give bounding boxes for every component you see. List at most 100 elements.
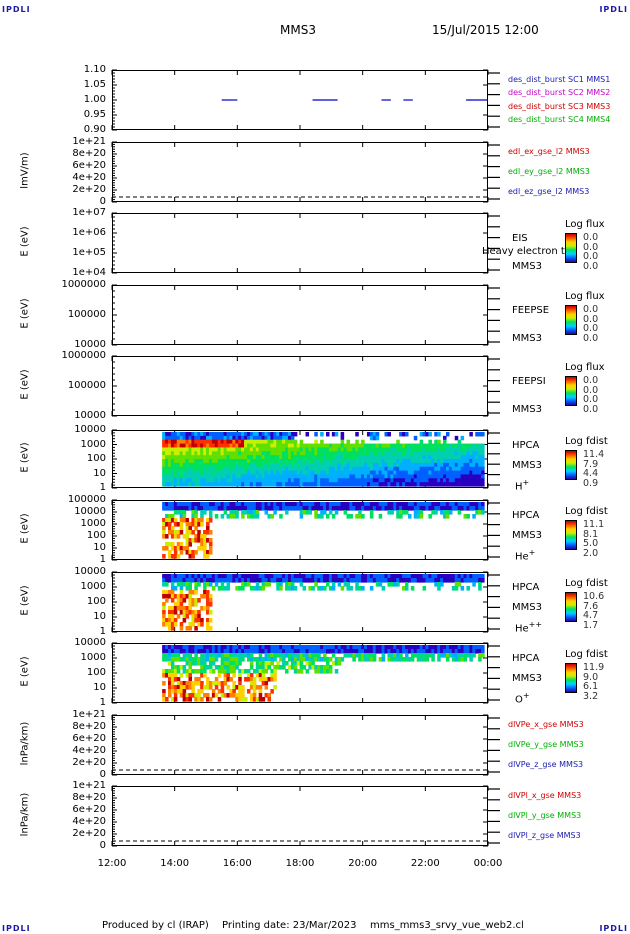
spectrogram-cell	[384, 451, 389, 456]
spectrogram-cell	[223, 506, 228, 511]
spectrogram-cell	[375, 578, 380, 583]
spectrogram-cell	[451, 474, 456, 479]
spectrogram-cell	[229, 669, 233, 674]
spectrogram-cell	[226, 578, 231, 583]
spectrogram-cell	[425, 478, 430, 483]
spectrogram-cell	[337, 649, 342, 654]
spectrogram-cell	[200, 649, 204, 654]
spectrogram-cell	[229, 432, 233, 437]
spectrogram-cell	[182, 432, 187, 437]
spectrogram-cell	[384, 455, 389, 460]
spectrogram-cell	[285, 661, 289, 666]
spectrogram-cell	[375, 443, 380, 449]
spectrogram-cell	[279, 502, 283, 507]
spectrogram-cell	[451, 466, 456, 472]
spectrogram-cell	[404, 447, 409, 452]
spectrogram-cell	[293, 506, 298, 511]
spectrogram-cell	[369, 506, 374, 511]
spectrogram-cell	[179, 693, 184, 698]
spectrogram-cell	[179, 470, 184, 476]
spectrogram-cell	[463, 455, 468, 460]
spectrogram-cell	[244, 510, 248, 515]
spectrogram-cell	[241, 649, 245, 654]
spectrogram-cell	[226, 582, 231, 587]
spectrogram-cell	[308, 447, 312, 452]
spectrogram-cell	[410, 478, 415, 483]
spectrogram-cell	[282, 478, 286, 483]
spectrogram-cell	[188, 653, 192, 658]
spectrogram-cell	[396, 578, 400, 583]
spectrogram-cell	[445, 514, 450, 519]
spectrogram-cell	[185, 451, 190, 456]
spectrogram-cell	[167, 502, 172, 507]
spectrogram-cell	[244, 506, 248, 511]
spectrogram-cell	[431, 455, 435, 460]
spectrogram-cell	[229, 677, 233, 682]
spectrogram-cell	[211, 443, 216, 449]
spectrogram-cell	[448, 443, 453, 449]
spectrogram-cell	[170, 542, 175, 547]
spectrogram-cell	[387, 466, 391, 472]
spectrogram-cell	[173, 685, 178, 690]
colorbar-title: Log fdist	[565, 578, 608, 589]
spectrogram-cell	[273, 665, 277, 670]
spectrogram-cell	[402, 502, 406, 507]
spectrogram-cell	[293, 665, 298, 670]
y-tick-label: 10000	[74, 637, 106, 648]
spectrogram-cell	[173, 451, 178, 456]
spectrogram-cell	[299, 645, 304, 650]
spectrogram-cell	[334, 459, 339, 464]
spectrogram-cell	[399, 578, 403, 583]
spectrogram-cell	[361, 657, 365, 662]
spectrogram-cell	[317, 462, 321, 468]
spectrogram-cell	[311, 645, 315, 650]
spectrogram-cell	[448, 502, 453, 507]
spectrogram-cell	[355, 653, 359, 658]
spectrogram-cell	[264, 677, 269, 682]
spectrogram-cell	[375, 462, 380, 468]
spectrogram-cell	[454, 653, 459, 658]
spectrogram-cell	[352, 645, 356, 650]
spectrogram-cell	[188, 626, 192, 631]
spectrogram-cell	[308, 574, 312, 579]
spectrogram-cell	[404, 451, 409, 456]
spectrogram-cell	[235, 506, 239, 511]
spectrogram-cell	[188, 685, 192, 690]
spectrogram-cell	[293, 432, 298, 437]
spectrogram-cell	[320, 478, 324, 483]
spectrogram-cell	[270, 451, 274, 456]
colorbar-value: 0.0	[583, 260, 599, 272]
colorbar-value: 11.9	[583, 662, 605, 673]
spectrogram-cell	[460, 657, 465, 662]
spectrogram-cell	[176, 598, 181, 603]
spectrogram-cell	[293, 661, 298, 666]
spectrogram-cell	[369, 657, 374, 662]
spectrogram-cell	[404, 586, 409, 591]
spectrogram-cell	[323, 510, 327, 515]
spectrogram-cell	[422, 432, 427, 437]
spectrogram-cell	[340, 455, 345, 460]
spectrogram-cell	[217, 466, 222, 472]
spectrogram-cell	[261, 470, 266, 476]
spectrogram-cell	[381, 649, 386, 654]
spectrogram-cell	[404, 474, 409, 479]
spectrogram-cell	[200, 443, 204, 449]
spectrogram-cell	[384, 432, 389, 437]
spectrogram-cell	[346, 474, 351, 479]
spectrogram-cell	[478, 645, 482, 650]
spectrogram-cell	[302, 443, 307, 449]
spectrogram-cell	[340, 657, 345, 662]
spectrogram-cell	[273, 645, 277, 650]
spectrogram-cell	[182, 618, 187, 623]
spectrogram-cell	[419, 478, 424, 483]
spectrogram-cell	[162, 478, 166, 483]
spectrogram-cell	[194, 693, 198, 698]
spectrogram-cell	[188, 462, 192, 468]
spectrogram-cell	[273, 443, 277, 449]
spectrogram-cell	[460, 474, 465, 479]
spectrogram-cell	[287, 586, 292, 591]
spectrogram-cell	[273, 459, 277, 464]
spectrogram-cell	[369, 435, 374, 441]
spectrogram-cell	[422, 447, 427, 452]
instrument-label: MMS3	[512, 333, 542, 344]
